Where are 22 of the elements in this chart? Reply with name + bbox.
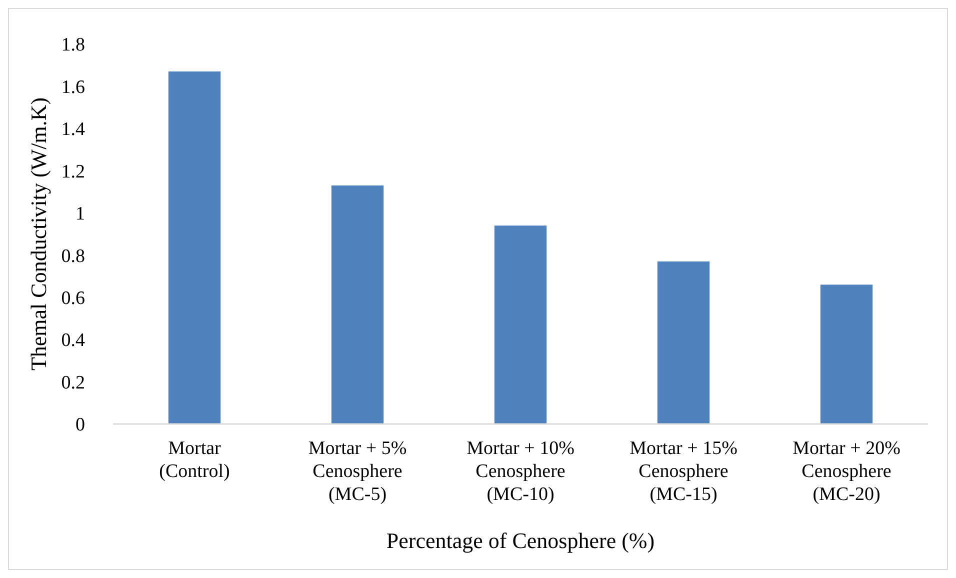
bar xyxy=(820,284,873,424)
y-tick-label: 0 xyxy=(76,414,85,436)
bar xyxy=(657,261,710,424)
bar xyxy=(494,226,547,424)
y-tick-label: 1.6 xyxy=(61,76,85,98)
x-axis-title: Percentage of Cenosphere (%) xyxy=(386,528,655,553)
y-tick-label: 1.2 xyxy=(61,161,85,182)
x-tick-label: Mortar + 10% Cenosphere (MC-10) xyxy=(466,438,575,505)
x-tick-label: Mortar + 20% Cenosphere (MC-20) xyxy=(792,438,901,505)
y-tick-label: 1.4 xyxy=(61,119,86,140)
y-axis-title: Themal Conductivity (W/m.K) xyxy=(26,97,51,371)
x-tick-label: Mortar (Control) xyxy=(159,438,230,482)
x-tick-label: Mortar + 5% Cenosphere (MC-5) xyxy=(308,438,407,505)
x-tick-label: Mortar + 15% Cenosphere (MC-15) xyxy=(630,438,738,505)
bar xyxy=(168,71,221,424)
y-tick-label: 1 xyxy=(76,204,85,225)
y-tick-label: 0.8 xyxy=(61,246,85,267)
y-tick-label: 1.8 xyxy=(61,34,85,56)
bar xyxy=(331,185,384,424)
y-tick-label: 0.2 xyxy=(61,372,85,394)
y-tick-label: 0.6 xyxy=(61,288,85,309)
y-tick-label: 0.4 xyxy=(61,330,86,352)
